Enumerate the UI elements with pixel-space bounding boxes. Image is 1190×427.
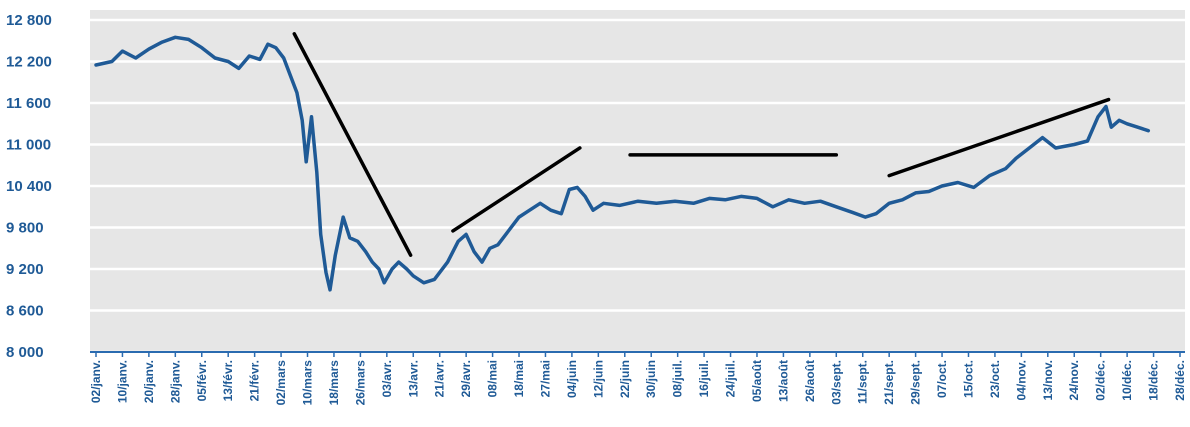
x-tick-label: 11/sept. xyxy=(856,360,870,404)
x-tick-label: 21/sept. xyxy=(882,360,896,405)
x-tick-label: 10/janv. xyxy=(115,360,129,403)
trend-lines xyxy=(292,32,1111,257)
x-tick-label: 26/août xyxy=(803,360,817,402)
x-tick-label: 23/oct. xyxy=(988,360,1002,398)
trend-line xyxy=(451,146,582,233)
x-tick-label: 08/mai xyxy=(486,360,500,397)
trend-line xyxy=(887,97,1111,178)
x-tick-label: 03/sept. xyxy=(829,360,843,405)
y-tick-label: 9 800 xyxy=(6,220,44,237)
y-tick-label: 11 000 xyxy=(6,137,51,154)
x-tick-label: 28/janv. xyxy=(168,360,182,403)
x-tick-label: 18/déc. xyxy=(1147,360,1161,401)
x-tick-label: 13/août xyxy=(776,360,790,402)
x-tick-label: 29/sept. xyxy=(909,360,923,405)
y-tick-label: 12 800 xyxy=(6,12,52,29)
x-tick-label: 20/janv. xyxy=(142,360,156,403)
x-tick-label: 13/avr. xyxy=(406,360,420,397)
x-tick-label: 10/mars xyxy=(301,360,315,406)
x-axis-ticks: 02/janv. 10/janv. 20/janv. 28/janv. 05/févr.… xyxy=(89,352,1187,405)
x-tick-label: 21/févr. xyxy=(248,360,262,401)
x-tick-label: 05/août xyxy=(750,360,764,402)
x-tick-label: 16/juil. xyxy=(697,360,711,397)
x-tick-label: 13/nov. xyxy=(1041,360,1055,400)
x-tick-label: 18/mars xyxy=(327,360,341,406)
x-tick-label: 24/nov. xyxy=(1067,360,1081,400)
x-tick-label: 21/avr. xyxy=(433,360,447,397)
trend-line xyxy=(292,32,413,257)
x-tick-label: 18/mai xyxy=(512,360,526,397)
gridlines xyxy=(90,18,1185,354)
x-tick-label: 02/mars xyxy=(274,360,288,406)
plot-area xyxy=(90,10,1185,352)
x-tick-label: 26/mars xyxy=(353,360,367,406)
y-tick-label: 9 200 xyxy=(6,261,44,278)
x-tick-label: 29/avr. xyxy=(459,360,473,397)
series-layer xyxy=(94,35,1151,292)
x-tick-label: 15/oct. xyxy=(961,360,975,398)
x-tick-label: 10/déc. xyxy=(1120,360,1134,401)
x-tick-label: 30/juin xyxy=(644,360,658,398)
x-tick-label: 03/avr. xyxy=(380,360,394,397)
x-tick-label: 24/juil. xyxy=(724,360,738,397)
x-tick-label: 05/févr. xyxy=(195,360,209,401)
x-tick-label: 22/juin xyxy=(618,360,632,398)
x-tick-label: 02/janv. xyxy=(89,360,103,403)
series-line xyxy=(94,35,1151,292)
x-tick-label: 04/juin xyxy=(565,360,579,398)
y-tick-label: 8 000 xyxy=(6,344,44,361)
y-axis-ticks: 8 000 8 600 9 200 9 800 10 400 11 000 11 600 12… xyxy=(6,12,52,361)
x-tick-label: 07/oct. xyxy=(935,360,949,398)
x-tick-label: 28/déc. xyxy=(1173,360,1187,401)
x-tick-label: 02/déc. xyxy=(1094,360,1108,401)
y-tick-label: 8 600 xyxy=(6,303,44,320)
y-tick-label: 10 400 xyxy=(6,178,52,195)
y-tick-label: 11 600 xyxy=(6,95,51,112)
x-tick-label: 27/mai xyxy=(538,360,552,397)
x-tick-label: 13/févr. xyxy=(221,360,235,401)
x-tick-label: 04/nov. xyxy=(1014,360,1028,400)
y-tick-label: 12 200 xyxy=(6,54,52,71)
x-tick-label: 08/juil. xyxy=(671,360,685,397)
x-tick-label: 12/juin xyxy=(591,360,605,398)
